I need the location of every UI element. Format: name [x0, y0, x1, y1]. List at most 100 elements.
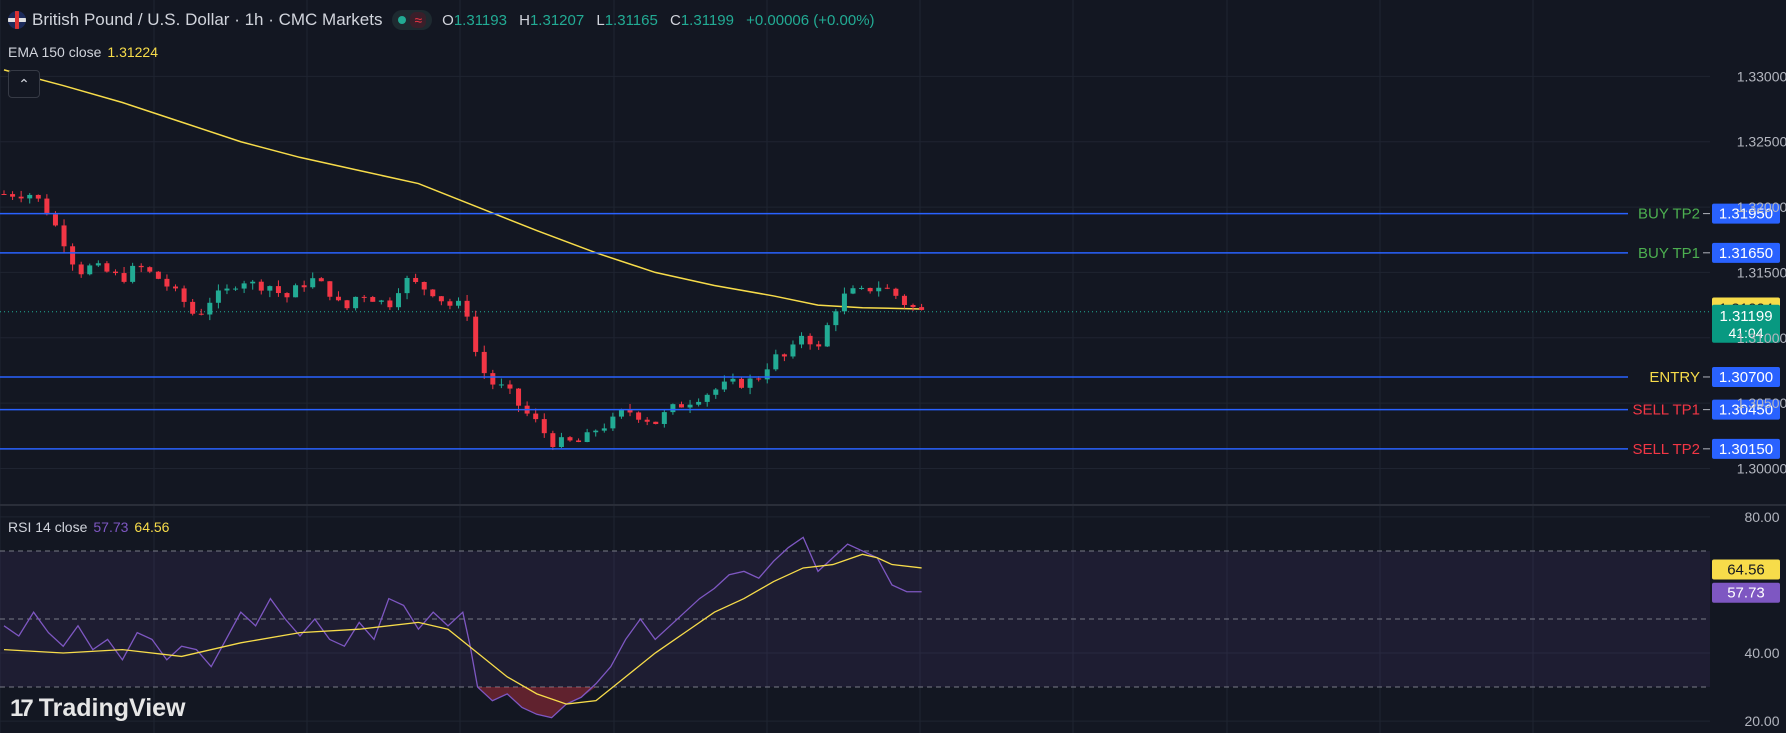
chart-header: British Pound / U.S. Dollar · 1h · CMC M…: [8, 10, 883, 30]
symbol-title[interactable]: British Pound / U.S. Dollar · 1h · CMC M…: [32, 10, 383, 29]
candle-body: [198, 313, 204, 315]
countdown-value: 41:04: [1728, 325, 1763, 341]
candle-body: [250, 281, 256, 284]
grid-lines: [0, 0, 1710, 733]
price-tick-label: 1.32000: [1737, 199, 1786, 215]
candle-body: [78, 264, 84, 275]
candle-body: [490, 373, 496, 385]
level-label-entry: ENTRY: [1649, 369, 1700, 386]
candle-body: [713, 389, 719, 395]
price-axis: 1.33000 1.32500 1.32000 1.31500 1.31000 1.305…: [1737, 68, 1786, 729]
candle-body: [550, 433, 556, 447]
candle-body: [327, 281, 333, 297]
candle-body: [867, 287, 873, 292]
candles-group: [1, 190, 925, 451]
rsi-ma-legend-value: 64.56: [134, 519, 170, 535]
tradingview-logo[interactable]: 17 TradingView: [10, 694, 186, 723]
rsi-tick-label: 40.00: [1744, 645, 1779, 661]
ohlc-values: O1.31193 H1.31207 L1.31165 C1.31199 +0.0…: [442, 12, 882, 29]
candle-body: [275, 286, 281, 294]
price-tick-label: 1.31500: [1737, 264, 1786, 280]
rsi-tick-label: 20.00: [1744, 713, 1779, 729]
candle-body: [421, 281, 427, 290]
ema-line: [3, 69, 922, 310]
candle-body: [18, 196, 24, 199]
candle-body: [35, 194, 41, 199]
level-price-value: 1.30450: [1719, 402, 1773, 419]
level-price-tag: [1712, 438, 1780, 459]
candle-body: [764, 369, 770, 380]
level-price-value: 1.31650: [1719, 245, 1773, 262]
ema-line-group: [0, 69, 1710, 313]
rsi-ma-tag: [1712, 559, 1780, 580]
candle-body: [910, 305, 916, 308]
candle-body: [404, 277, 410, 294]
rsi-tag-value: 57.73: [1727, 585, 1765, 602]
candle-body: [456, 300, 462, 306]
candle-body: [516, 388, 522, 406]
candle-body: [541, 419, 547, 434]
candle-body: [44, 198, 50, 215]
candle-body: [473, 316, 479, 352]
candle-body: [284, 293, 290, 298]
level-label-buy: BUY TP2: [1638, 206, 1700, 223]
ohlc-close: 1.31199: [680, 11, 734, 29]
candle-body: [704, 394, 710, 402]
candle-body: [335, 296, 341, 301]
ema-legend-label: EMA 150 close: [8, 44, 102, 60]
rsi-pane: 64.56 57.73: [0, 536, 1780, 719]
candle-body: [370, 297, 376, 302]
candle-body: [876, 287, 882, 292]
price-tick-label: 1.30500: [1737, 395, 1786, 411]
price-tick-label: 1.31000: [1737, 330, 1786, 346]
price-tick-label: 1.32500: [1737, 134, 1786, 150]
candle-body: [584, 432, 590, 443]
candle-body: [627, 409, 633, 413]
candle-body: [27, 194, 33, 199]
market-status[interactable]: ≈: [392, 10, 433, 30]
rsi-tick-label: 80.00: [1744, 509, 1779, 525]
candle-body: [224, 288, 230, 291]
candle-body: [267, 286, 273, 291]
ohlc-open: 1.31193: [453, 11, 507, 29]
candle-body: [816, 344, 822, 347]
ohlc-high-label: H: [519, 11, 530, 29]
level-price-value: 1.30700: [1719, 369, 1773, 386]
level-price-tag: [1712, 203, 1780, 224]
last-price-value: 1.31199: [1719, 308, 1772, 325]
candle-body: [95, 263, 101, 266]
ema-legend[interactable]: EMA 150 close 1.31224: [8, 44, 158, 60]
ohlc-change: +0.00006 (+0.00%): [746, 11, 875, 29]
collapse-legend-button[interactable]: ⌃: [8, 70, 40, 98]
level-price-tag: [1712, 242, 1780, 263]
rsi-line: [3, 536, 922, 719]
candle-body: [841, 293, 847, 312]
candle-body: [799, 335, 805, 345]
last-price-tag: [1712, 304, 1780, 343]
candle-body: [430, 289, 436, 297]
candle-body: [756, 378, 762, 380]
candle-body: [859, 287, 865, 289]
tradingview-logo-icon: 17: [10, 694, 34, 722]
candle-body: [884, 287, 890, 289]
candle-body: [790, 344, 796, 357]
candle-body: [721, 381, 727, 390]
candle-body: [464, 300, 470, 317]
candle-body: [181, 288, 187, 302]
candle-body: [558, 437, 564, 447]
candle-body: [661, 412, 667, 424]
candle-body: [533, 413, 539, 420]
candle-body: [610, 416, 616, 429]
rsi-legend[interactable]: RSI 14 close 57.73 64.56: [8, 519, 169, 535]
candle-body: [601, 428, 607, 431]
candle-body: [112, 271, 118, 274]
candle-body: [52, 214, 58, 226]
rsi-ma-tag-value: 64.56: [1727, 561, 1765, 578]
candle-body: [447, 301, 453, 306]
candle-body: [618, 409, 624, 417]
candle-body: [361, 296, 367, 298]
tradingview-logo-text: TradingView: [38, 694, 186, 722]
level-price-tag: [1712, 399, 1780, 420]
candle-body: [567, 437, 573, 441]
